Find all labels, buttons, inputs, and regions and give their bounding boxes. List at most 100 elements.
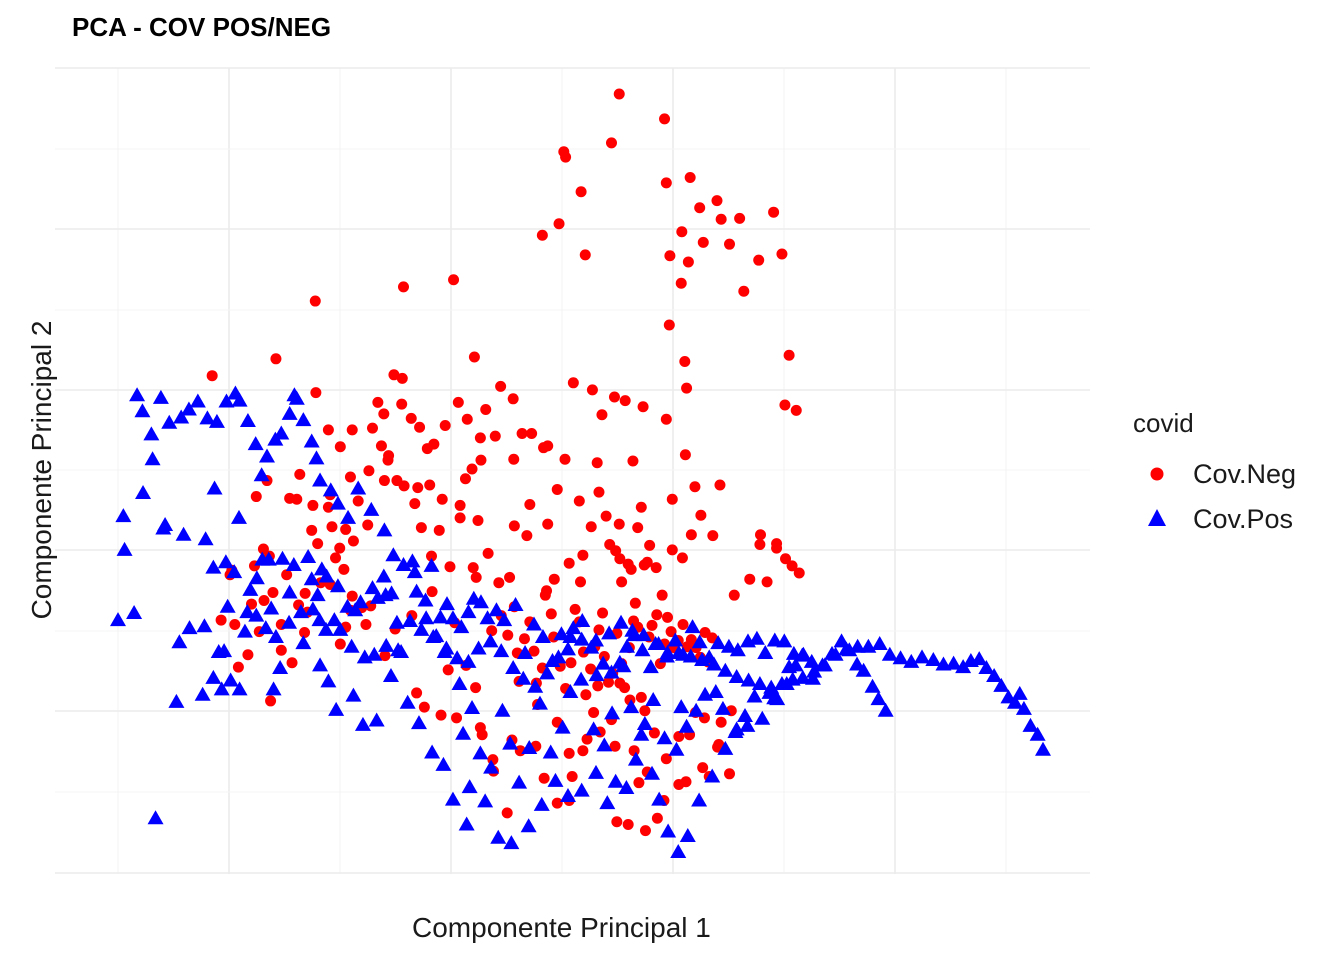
point-cov-neg xyxy=(405,412,417,424)
point-cov-pos xyxy=(303,571,320,586)
point-cov-neg xyxy=(707,530,719,542)
point-cov-neg xyxy=(575,186,587,198)
point-cov-pos xyxy=(574,612,591,627)
point-cov-neg xyxy=(250,491,262,503)
point-cov-neg xyxy=(633,777,645,789)
point-cov-pos xyxy=(623,699,640,714)
point-cov-neg xyxy=(650,562,662,574)
point-cov-neg xyxy=(346,424,358,436)
point-cov-pos xyxy=(656,730,673,745)
point-cov-neg xyxy=(470,571,482,583)
point-cov-pos xyxy=(205,559,222,574)
legend-key-cov-neg xyxy=(1150,467,1164,481)
point-cov-pos xyxy=(670,844,687,858)
point-cov-neg xyxy=(666,544,678,556)
point-cov-pos xyxy=(634,642,651,657)
point-cov-neg xyxy=(472,515,484,527)
point-cov-pos xyxy=(438,596,455,611)
point-cov-neg xyxy=(542,518,554,530)
point-cov-neg xyxy=(468,351,480,363)
point-cov-pos xyxy=(587,764,604,779)
point-cov-neg xyxy=(398,480,410,492)
point-cov-neg xyxy=(697,236,709,248)
point-cov-neg xyxy=(502,629,514,641)
point-cov-pos xyxy=(871,636,888,651)
point-cov-neg xyxy=(753,254,765,266)
point-cov-pos xyxy=(754,710,771,725)
point-cov-neg xyxy=(548,573,560,585)
point-cov-pos xyxy=(345,687,362,702)
point-cov-neg xyxy=(586,384,598,396)
point-cov-neg xyxy=(660,177,672,189)
point-cov-pos xyxy=(527,678,544,693)
legend-title: covid xyxy=(1133,408,1194,438)
point-cov-neg xyxy=(563,747,575,759)
point-cov-pos xyxy=(595,655,612,670)
point-cov-pos xyxy=(1035,741,1051,756)
point-cov-neg xyxy=(444,561,456,573)
point-cov-pos xyxy=(748,630,765,645)
point-cov-neg xyxy=(412,482,424,494)
point-cov-pos xyxy=(978,660,995,675)
point-cov-neg xyxy=(695,509,707,521)
point-cov-pos xyxy=(794,669,811,684)
point-cov-pos xyxy=(607,773,624,788)
point-cov-pos xyxy=(971,651,988,666)
point-cov-neg xyxy=(565,657,577,669)
point-cov-pos xyxy=(707,684,724,699)
point-cov-pos xyxy=(461,779,478,794)
point-cov-neg xyxy=(476,729,488,741)
point-cov-neg xyxy=(284,492,296,504)
grid-lines xyxy=(55,67,1090,874)
point-cov-neg xyxy=(639,825,651,837)
point-cov-neg xyxy=(771,542,783,554)
point-cov-neg xyxy=(665,626,677,638)
point-cov-neg xyxy=(644,539,656,551)
point-cov-pos xyxy=(728,668,745,683)
point-cov-neg xyxy=(362,519,374,531)
point-cov-pos xyxy=(197,531,214,546)
point-cov-pos xyxy=(955,659,972,674)
point-cov-neg xyxy=(442,664,454,676)
point-cov-pos xyxy=(444,791,461,806)
point-cov-pos xyxy=(213,681,230,696)
point-cov-neg xyxy=(619,395,631,407)
point-cov-neg xyxy=(724,768,736,780)
point-cov-pos xyxy=(559,788,576,803)
point-cov-pos xyxy=(827,646,844,661)
point-cov-pos xyxy=(533,796,550,811)
point-cov-pos xyxy=(728,721,745,736)
point-cov-neg xyxy=(334,441,346,453)
point-cov-neg xyxy=(312,538,324,550)
point-cov-neg xyxy=(632,522,644,534)
point-cov-neg xyxy=(573,495,585,507)
point-cov-pos xyxy=(464,700,481,715)
point-cov-pos xyxy=(573,631,590,646)
point-cov-pos xyxy=(453,619,470,634)
point-cov-pos xyxy=(596,737,613,752)
point-cov-pos xyxy=(157,516,174,531)
point-cov-neg xyxy=(608,391,620,403)
point-cov-neg xyxy=(660,413,672,425)
point-cov-pos xyxy=(757,644,774,659)
point-cov-pos xyxy=(678,718,695,733)
point-cov-neg xyxy=(452,396,464,408)
point-cov-pos xyxy=(326,612,343,627)
point-cov-neg xyxy=(322,501,334,513)
point-cov-pos xyxy=(645,692,662,707)
point-cov-neg xyxy=(521,530,533,542)
point-cov-pos xyxy=(281,405,298,420)
point-cov-neg xyxy=(538,772,550,784)
point-cov-pos xyxy=(152,389,169,404)
point-cov-neg xyxy=(286,657,298,669)
point-cov-neg xyxy=(641,556,653,568)
point-cov-pos xyxy=(388,614,405,629)
y-axis-label: Componente Principal 2 xyxy=(26,320,57,620)
point-cov-pos xyxy=(227,385,244,400)
point-cov-pos xyxy=(633,726,650,741)
point-cov-pos xyxy=(565,620,582,635)
point-cov-pos xyxy=(295,412,312,427)
point-cov-pos xyxy=(248,570,265,585)
point-cov-neg xyxy=(754,539,766,551)
point-cov-pos xyxy=(520,818,537,833)
